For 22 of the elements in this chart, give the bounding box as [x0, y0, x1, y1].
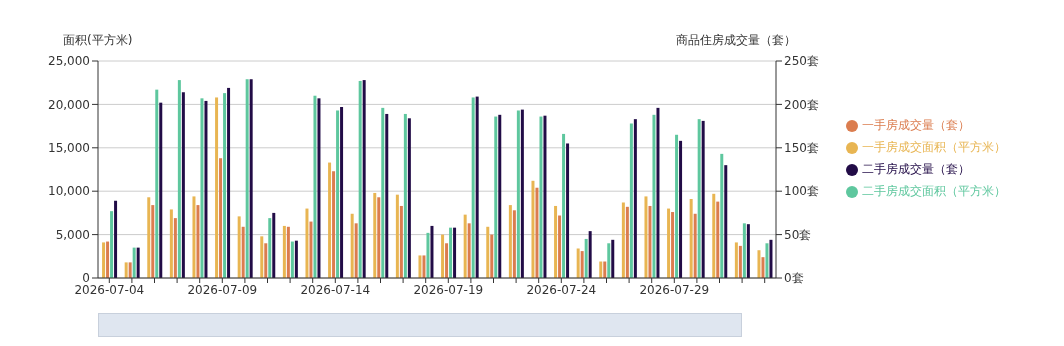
y2-tick-label: 200套 [784, 97, 819, 112]
x-tick-label: 2026-07-14 [300, 282, 371, 297]
y-axis-title: 面积(平方米) [63, 32, 133, 49]
legend-label: 二手房成交量（套） [862, 162, 970, 176]
y-tick-label: 5,000 [55, 227, 90, 242]
y2-tick-label: 0套 [784, 271, 804, 286]
x-tick-label: 2026-07-24 [526, 282, 597, 297]
x-tick-label: 2026-07-29 [639, 282, 710, 297]
legend-label: 二手房成交面积（平方米） [862, 184, 1006, 198]
y-tick-label: 25,000 [48, 54, 90, 69]
y2-axis-title: 商品住房成交量（套） [676, 32, 796, 49]
y2-tick-label: 50套 [784, 227, 812, 242]
y2-tick-label: 250套 [784, 54, 819, 69]
x-tick-label: 2026-07-09 [187, 282, 258, 297]
legend-label: 一手房成交量（套） [862, 118, 970, 132]
y2-tick-label: 100套 [784, 184, 819, 199]
y-tick-label: 15,000 [48, 141, 90, 156]
x-tick-label: 2026-07-19 [413, 282, 484, 297]
y-tick-label: 10,000 [48, 184, 90, 199]
y2-tick-label: 150套 [784, 141, 819, 156]
legend-label: 一手房成交面积（平方米） [862, 140, 1006, 154]
y-tick-label: 20,000 [48, 97, 90, 112]
